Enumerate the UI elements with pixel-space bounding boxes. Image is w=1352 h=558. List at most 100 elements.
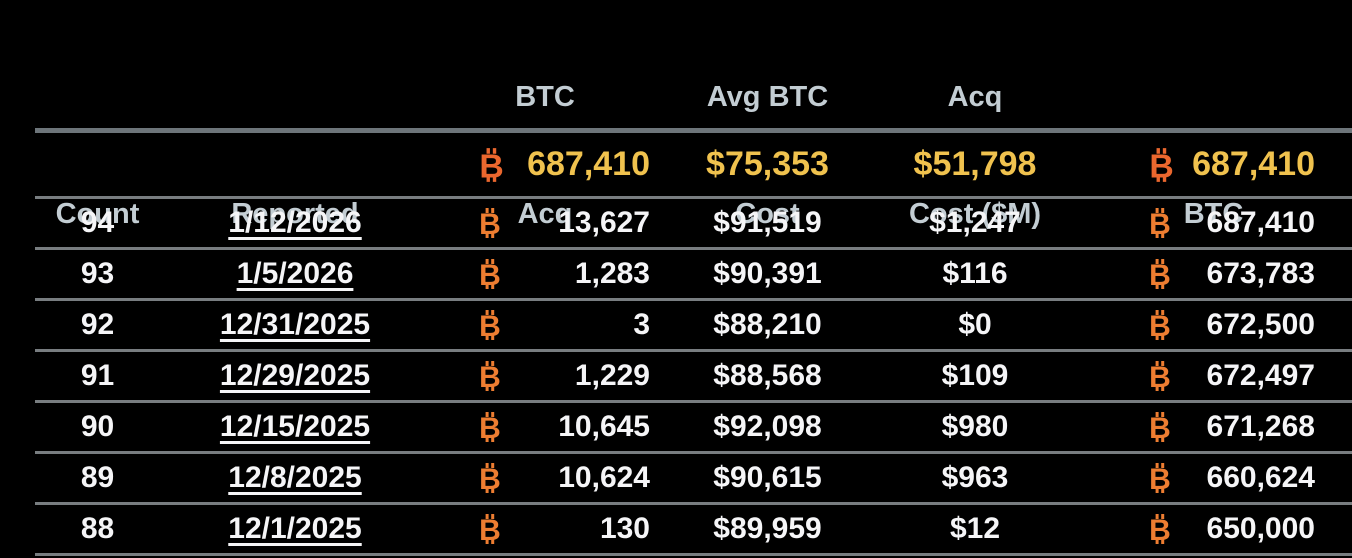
- acq-cost-m-cell: $963: [941, 461, 1009, 494]
- reported-date-link[interactable]: 12/29/2025: [219, 359, 371, 392]
- bitcoin-icon: B: [1148, 361, 1172, 391]
- summary-btc-total-value: 687,410: [1192, 145, 1315, 183]
- table-row: 93 1/5/2026 B 1,283 $90,391 $116 B 673,7…: [35, 250, 1352, 301]
- table-row: 92 12/31/2025 B 3 $88,210 $0 B 672,500: [35, 301, 1352, 352]
- btc-acq-cell: B 1,283: [430, 257, 660, 291]
- table-row: 89 12/8/2025 B 10,624 $90,615 $963 B 660…: [35, 454, 1352, 505]
- svg-text:B: B: [1149, 361, 1171, 391]
- column-header-avg-btc-cost: Avg BTC Cost: [706, 81, 829, 230]
- count-cell: 90: [80, 410, 115, 443]
- column-header-count: Count: [55, 198, 140, 230]
- bitcoin-icon: B: [478, 361, 502, 391]
- svg-text:B: B: [1149, 148, 1173, 182]
- btc-acq-value: 13,627: [558, 206, 650, 239]
- column-header-btc: BTC: [1183, 198, 1244, 230]
- btc-total-cell: B 672,497: [1075, 359, 1352, 393]
- reported-date-link[interactable]: 12/31/2025: [219, 308, 371, 341]
- btc-total-cell: B 672,500: [1075, 308, 1352, 342]
- btc-acq-value: 130: [599, 512, 650, 545]
- table-row: 88 12/1/2025 B 130 $89,959 $12 B 650,000: [35, 505, 1352, 556]
- acq-cost-m-cell: $12: [949, 512, 1001, 545]
- avg-btc-cost-cell: $89,959: [713, 512, 822, 545]
- avg-btc-cost-cell: $88,210: [713, 308, 822, 341]
- btc-total-cell: B 673,783: [1075, 257, 1352, 291]
- column-header-acq-cost-m: Acq Cost ($M): [908, 81, 1042, 230]
- svg-text:B: B: [1149, 463, 1171, 493]
- svg-text:B: B: [479, 148, 503, 182]
- bitcoin-icon: B: [1148, 463, 1172, 493]
- svg-text:B: B: [479, 412, 501, 442]
- count-cell: 89: [80, 461, 115, 494]
- btc-acq-cell: B 130: [430, 512, 660, 546]
- column-header-btc-acq: BTC Acq: [515, 81, 575, 230]
- summary-avg-btc-cost: $75,353: [706, 145, 829, 183]
- svg-text:B: B: [479, 310, 501, 340]
- svg-text:B: B: [479, 463, 501, 493]
- btc-acq-cell: B 10,645: [430, 410, 660, 444]
- btc-total-cell: B 650,000: [1075, 512, 1352, 546]
- bitcoin-icon: B: [1148, 259, 1172, 289]
- bitcoin-icon: B: [1148, 514, 1172, 544]
- svg-text:B: B: [479, 361, 501, 391]
- btc-total-value: 672,497: [1206, 359, 1315, 392]
- avg-btc-cost-cell: $91,519: [713, 206, 822, 239]
- btc-acq-value: 10,645: [558, 410, 650, 443]
- count-cell: 93: [80, 257, 115, 290]
- summary-btc-total: B 687,410: [1075, 145, 1352, 184]
- bitcoin-icon: B: [478, 208, 502, 238]
- bitcoin-icon: B: [478, 148, 505, 182]
- svg-text:B: B: [479, 259, 501, 289]
- btc-acq-value: 1,229: [574, 359, 650, 392]
- table-row: 94 1/12/2026 B 13,627 $91,519 $1,247 B 6…: [35, 199, 1352, 250]
- btc-total-value: 650,000: [1206, 512, 1315, 545]
- avg-btc-cost-cell: $90,391: [713, 257, 822, 290]
- bitcoin-icon: B: [478, 514, 502, 544]
- svg-text:B: B: [1149, 514, 1171, 544]
- btc-total-value: 671,268: [1206, 410, 1315, 443]
- reported-date-link[interactable]: 1/12/2026: [228, 206, 362, 239]
- avg-btc-cost-cell: $88,568: [713, 359, 822, 392]
- svg-text:B: B: [479, 208, 501, 238]
- table-row: 90 12/15/2025 B 10,645 $92,098 $980 B 67…: [35, 403, 1352, 454]
- summary-btc-acq: B 687,410: [430, 145, 660, 184]
- acq-cost-m-cell: $1,247: [929, 206, 1021, 239]
- acq-cost-m-cell: $980: [941, 410, 1009, 443]
- btc-acq-cell: B 1,229: [430, 359, 660, 393]
- bitcoin-icon: B: [478, 259, 502, 289]
- summary-row: B 687,410 $75,353 $51,798 B 687,410: [35, 133, 1352, 199]
- btc-acq-value: 1,283: [574, 257, 650, 290]
- bitcoin-icon: B: [1148, 208, 1172, 238]
- svg-text:B: B: [1149, 412, 1171, 442]
- btc-total-cell: B 687,410: [1075, 206, 1352, 240]
- reported-date-link[interactable]: 12/15/2025: [219, 410, 371, 443]
- reported-date-link[interactable]: 12/1/2025: [228, 512, 362, 545]
- bitcoin-icon: B: [1148, 148, 1175, 182]
- btc-total-cell: B 660,624: [1075, 461, 1352, 495]
- table-row: 91 12/29/2025 B 1,229 $88,568 $109 B 672…: [35, 352, 1352, 403]
- count-cell: 91: [80, 359, 115, 392]
- btc-acq-cell: B 13,627: [430, 206, 660, 240]
- reported-date-link[interactable]: 1/5/2026: [236, 257, 354, 290]
- avg-btc-cost-cell: $92,098: [713, 410, 822, 443]
- btc-acq-value: 10,624: [558, 461, 650, 494]
- count-cell: 92: [80, 308, 115, 341]
- svg-text:B: B: [1149, 310, 1171, 340]
- acq-cost-m-cell: $109: [941, 359, 1009, 392]
- acq-cost-m-cell: $116: [942, 257, 1008, 290]
- summary-acq-cost-m: $51,798: [913, 145, 1037, 183]
- summary-btc-acq-value: 687,410: [527, 145, 650, 183]
- bitcoin-icon: B: [478, 310, 502, 340]
- svg-text:B: B: [479, 514, 501, 544]
- btc-acq-value: 3: [633, 308, 650, 341]
- count-cell: 88: [80, 512, 115, 545]
- btc-total-value: 687,410: [1206, 206, 1315, 239]
- svg-text:B: B: [1149, 259, 1171, 289]
- bitcoin-icon: B: [1148, 310, 1172, 340]
- table-header-row: Count Reported BTC Acq Avg BTC Cost Acq …: [35, 0, 1352, 230]
- bitcoin-icon: B: [478, 463, 502, 493]
- column-header-reported: Reported: [231, 198, 359, 230]
- count-cell: 94: [80, 206, 115, 239]
- btc-total-value: 660,624: [1206, 461, 1315, 494]
- reported-date-link[interactable]: 12/8/2025: [228, 461, 362, 494]
